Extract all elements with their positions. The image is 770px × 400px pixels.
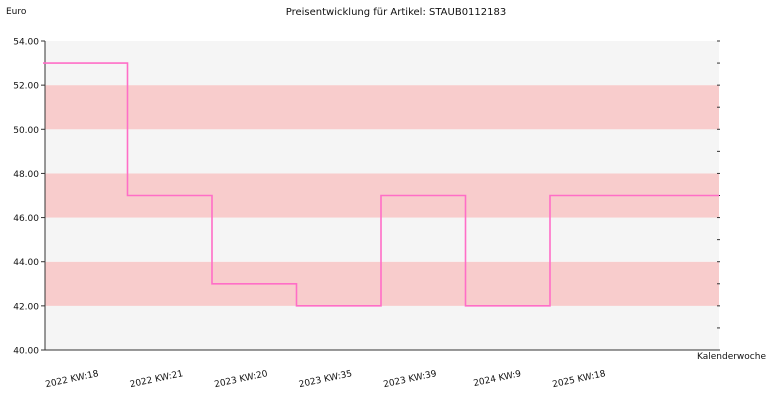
x-tick-label: 2024 KW:9: [473, 369, 523, 389]
x-axis-ticks: 2022 KW:18 2022 KW:21 2023 KW:20 2023 KW:35…: [45, 369, 607, 390]
x-tick-label: 2023 KW:35: [298, 369, 353, 390]
y-tick-label: 50.00: [13, 126, 39, 136]
chart-title: Preisentwicklung für Artikel: STAUB01121…: [286, 7, 506, 18]
right-axis-ticks: [717, 40, 720, 351]
plot-band: [45, 261, 719, 306]
y-tick-label: 52.00: [13, 82, 39, 92]
y-tick-label: 46.00: [13, 214, 39, 224]
plot-band: [45, 305, 719, 350]
y-tick-label: 42.00: [13, 302, 39, 312]
x-axis-label: Kalenderwoche: [697, 352, 766, 362]
axes: [44, 41, 719, 351]
x-tick-label: 2022 KW:18: [45, 369, 100, 390]
series-layer: [43, 62, 719, 307]
plot-band: [45, 85, 719, 130]
plot-band: [45, 41, 719, 86]
plot-bands: [45, 41, 719, 350]
y-tick-label: 44.00: [13, 258, 39, 268]
x-tick-label: 2022 KW:21: [129, 369, 184, 390]
y-tick-label: 54.00: [13, 38, 39, 48]
plot-band: [45, 129, 719, 174]
y-tick-label: 48.00: [13, 170, 39, 180]
y-axis-label: Euro: [6, 7, 27, 17]
y-axis-ticks: 40.00 42.00 44.00 46.00 48.00 50.00 52.00 54.00: [13, 38, 45, 357]
x-tick-label: 2023 KW:20: [214, 369, 269, 390]
x-tick-label: 2025 KW:18: [552, 369, 607, 390]
y-tick-label: 40.00: [13, 347, 39, 357]
x-tick-label: 2023 KW:39: [383, 369, 438, 390]
plot-band: [45, 217, 719, 262]
price-step-line: [43, 62, 719, 307]
